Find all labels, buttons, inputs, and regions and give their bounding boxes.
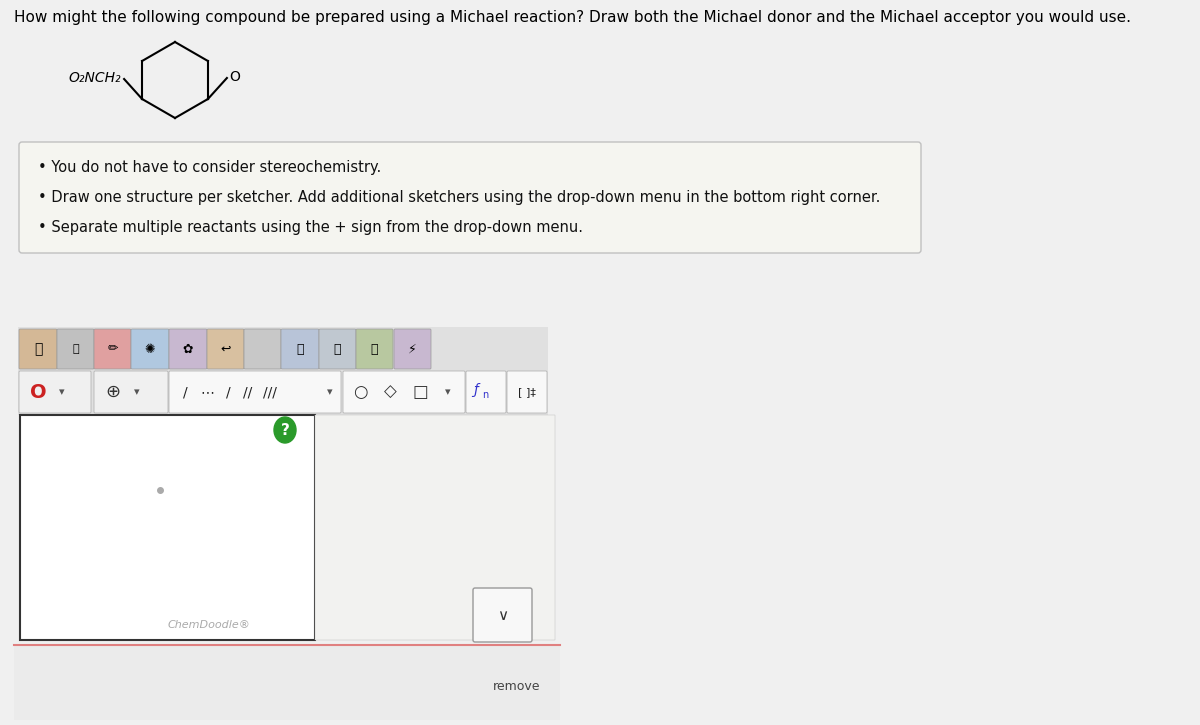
Text: How might the following compound be prepared using a Michael reaction? Draw both: How might the following compound be prep… — [14, 10, 1132, 25]
Text: O₂NCH₂: O₂NCH₂ — [68, 71, 121, 85]
Text: 🔎: 🔎 — [371, 342, 378, 355]
Text: ?: ? — [281, 423, 289, 437]
Text: ▾: ▾ — [134, 387, 140, 397]
FancyBboxPatch shape — [131, 329, 169, 369]
Text: ▾: ▾ — [59, 387, 65, 397]
Text: • Draw one structure per sketcher. Add additional sketchers using the drop-down : • Draw one structure per sketcher. Add a… — [38, 190, 881, 205]
Bar — [20, 415, 314, 640]
Text: ///: /// — [263, 385, 277, 399]
Bar — [18, 327, 548, 415]
Text: • You do not have to consider stereochemistry.: • You do not have to consider stereochem… — [38, 160, 382, 175]
Text: //: // — [244, 385, 253, 399]
FancyBboxPatch shape — [58, 329, 94, 369]
FancyBboxPatch shape — [356, 329, 394, 369]
Text: n: n — [482, 390, 488, 400]
Text: ƒ: ƒ — [473, 383, 478, 397]
Text: ⋯: ⋯ — [200, 385, 214, 399]
Text: /: / — [226, 385, 230, 399]
Text: remove: remove — [492, 680, 540, 693]
Text: [ ]‡: [ ]‡ — [518, 387, 536, 397]
Text: ○: ○ — [353, 383, 367, 401]
FancyBboxPatch shape — [19, 371, 91, 413]
Text: ✺: ✺ — [145, 342, 155, 355]
Text: ✏: ✏ — [107, 342, 118, 355]
Text: /: / — [182, 385, 187, 399]
Text: ▾: ▾ — [328, 387, 332, 397]
Ellipse shape — [274, 417, 296, 443]
FancyBboxPatch shape — [343, 371, 466, 413]
FancyBboxPatch shape — [94, 329, 131, 369]
FancyBboxPatch shape — [319, 329, 356, 369]
Text: 🔺: 🔺 — [72, 344, 79, 354]
Bar — [314, 415, 554, 640]
Text: O: O — [229, 70, 240, 84]
FancyBboxPatch shape — [394, 329, 431, 369]
Text: ∨: ∨ — [497, 608, 508, 623]
FancyBboxPatch shape — [244, 329, 281, 369]
Bar — [14, 645, 560, 720]
FancyBboxPatch shape — [19, 142, 922, 253]
FancyBboxPatch shape — [169, 329, 208, 369]
Text: ⊕: ⊕ — [106, 383, 120, 401]
Text: • Separate multiple reactants using the + sign from the drop-down menu.: • Separate multiple reactants using the … — [38, 220, 583, 235]
FancyBboxPatch shape — [281, 329, 319, 369]
Text: □: □ — [412, 383, 428, 401]
Text: ✿: ✿ — [182, 342, 193, 355]
FancyBboxPatch shape — [473, 588, 532, 642]
FancyBboxPatch shape — [208, 329, 244, 369]
Text: ↩: ↩ — [221, 342, 230, 355]
FancyBboxPatch shape — [466, 371, 506, 413]
Text: 🔍: 🔍 — [334, 342, 341, 355]
Text: ⚡: ⚡ — [408, 342, 416, 355]
Text: ◇: ◇ — [384, 383, 396, 401]
Text: O: O — [30, 383, 47, 402]
FancyBboxPatch shape — [508, 371, 547, 413]
Text: 📋: 📋 — [296, 342, 304, 355]
Text: ChemDoodle®: ChemDoodle® — [167, 620, 250, 630]
Text: ✋: ✋ — [34, 342, 42, 356]
FancyBboxPatch shape — [19, 329, 58, 369]
FancyBboxPatch shape — [94, 371, 168, 413]
Text: ▾: ▾ — [445, 387, 451, 397]
FancyBboxPatch shape — [169, 371, 341, 413]
